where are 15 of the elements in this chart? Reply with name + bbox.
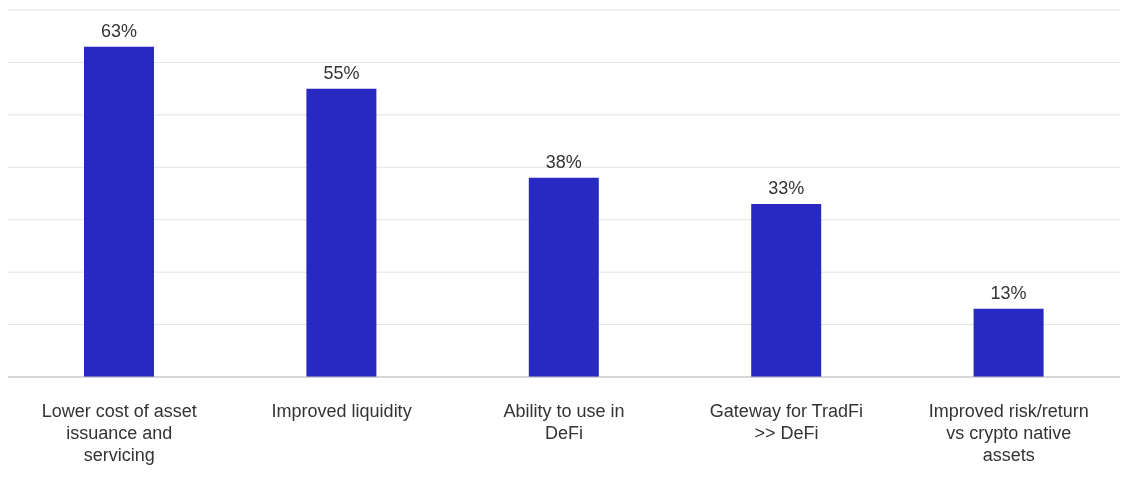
data-label: 63% [100, 20, 138, 41]
data-label: 33% [768, 177, 805, 198]
bar [973, 308, 1044, 377]
bar [84, 46, 154, 377]
data-label: 38% [545, 151, 582, 172]
data-label: 55% [323, 62, 360, 83]
x-tick-label: Gateway for TradFi >> DeFi [709, 401, 863, 443]
x-tick-label: Lower cost of asset issuance and servicing [41, 401, 197, 465]
data-label: 13% [990, 282, 1027, 303]
x-tick-label: Improved liquidity [271, 401, 412, 421]
bar [751, 203, 822, 377]
bar [528, 177, 599, 377]
bar [306, 88, 377, 377]
x-tick-label: Ability to use in DeFi [503, 401, 625, 443]
x-tick-label: Improved risk/return vs crypto native assets [928, 401, 1089, 465]
